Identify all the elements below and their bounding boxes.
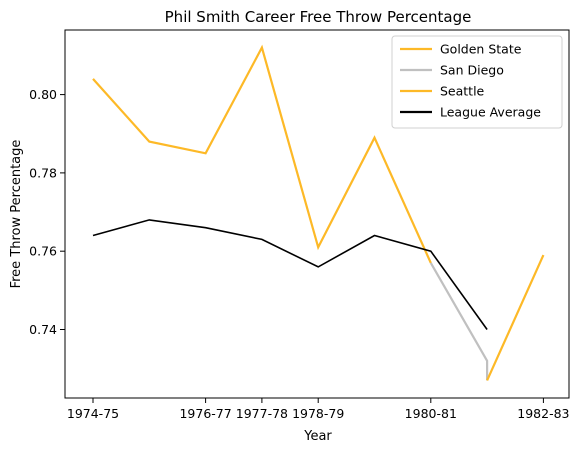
x-tick-label: 1976-77 xyxy=(179,406,231,421)
y-tick-label: 0.80 xyxy=(29,87,57,102)
x-tick-label: 1978-79 xyxy=(292,406,344,421)
legend-label-san-diego: San Diego xyxy=(440,63,504,78)
series-line-golden-state xyxy=(92,44,432,264)
x-tick-label: 1974-75 xyxy=(67,406,119,421)
y-axis: 0.74 0.76 0.78 0.80 xyxy=(29,87,65,337)
x-axis-label: Year xyxy=(303,429,332,444)
y-axis-label: Free Throw Percentage xyxy=(9,140,24,289)
legend: Golden State San Diego Seattle League Avera… xyxy=(391,35,563,129)
legend-box xyxy=(391,35,563,129)
chart-title: Phil Smith Career Free Throw Percentage xyxy=(165,8,472,26)
legend-label-seattle: Seattle xyxy=(440,84,485,99)
series-lines xyxy=(92,44,545,381)
y-tick-label: 0.78 xyxy=(29,165,57,180)
x-tick-label: 1980-81 xyxy=(405,406,457,421)
x-tick-label: 1977-78 xyxy=(236,406,288,421)
series-line-seattle xyxy=(486,254,545,381)
plot-frame xyxy=(64,29,570,399)
y-tick-label: 0.74 xyxy=(29,322,57,337)
legend-label-golden-state: Golden State xyxy=(440,42,522,57)
x-tick-label: 1982-83 xyxy=(517,406,569,421)
legend-label-league-average: League Average xyxy=(440,105,541,120)
series-line-san-diego xyxy=(429,262,489,381)
series-line-league-average xyxy=(92,219,488,330)
x-axis: 1974-75 1976-77 1977-78 1978-79 1980-81 1982-… xyxy=(67,398,570,421)
y-tick-label: 0.76 xyxy=(29,244,57,259)
